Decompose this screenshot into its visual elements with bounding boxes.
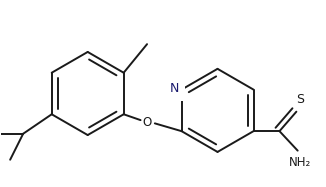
Text: S: S <box>296 94 304 106</box>
Text: N: N <box>170 82 179 95</box>
Text: O: O <box>142 116 152 129</box>
Text: NH₂: NH₂ <box>289 156 311 169</box>
